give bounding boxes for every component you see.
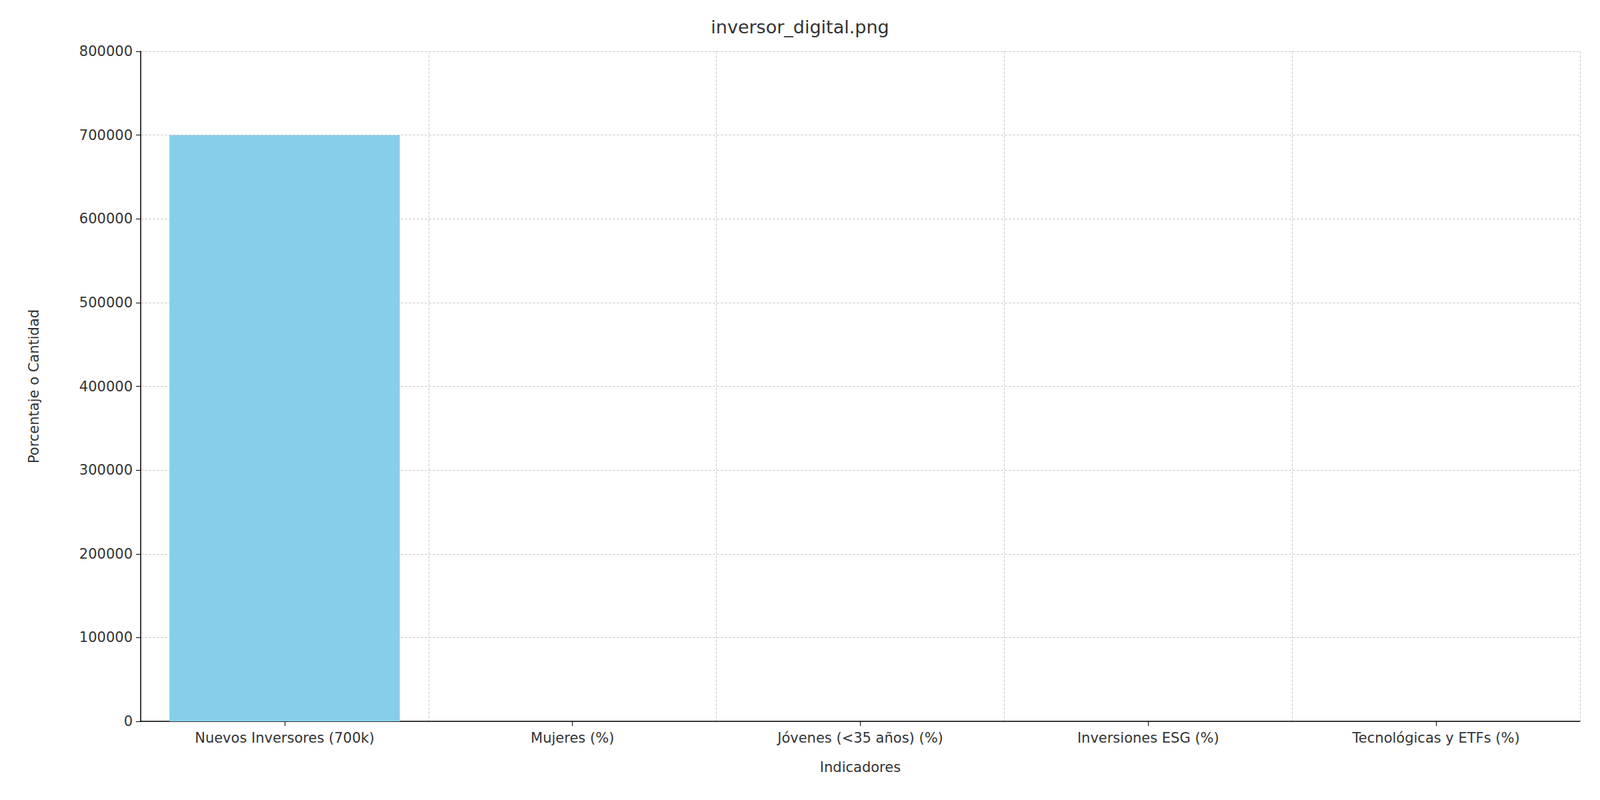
svg-text:Nuevos Inversores (700k): Nuevos Inversores (700k) xyxy=(194,730,374,746)
svg-text:200000: 200000 xyxy=(79,546,133,562)
svg-text:500000: 500000 xyxy=(79,294,133,311)
svg-text:Jóvenes (<35 años) (%): Jóvenes (<35 años) (%) xyxy=(776,730,944,746)
svg-text:0: 0 xyxy=(124,713,133,730)
svg-text:Indicadores: Indicadores xyxy=(820,759,901,776)
svg-text:Porcentaje o Cantidad: Porcentaje o Cantidad xyxy=(26,309,42,464)
svg-text:600000: 600000 xyxy=(79,210,133,227)
svg-text:700000: 700000 xyxy=(79,127,133,144)
svg-text:Mujeres (%): Mujeres (%) xyxy=(530,730,614,746)
svg-text:inversor_digital.png: inversor_digital.png xyxy=(710,16,889,38)
svg-text:Inversiones ESG (%): Inversiones ESG (%) xyxy=(1077,730,1220,746)
svg-text:400000: 400000 xyxy=(79,378,133,395)
svg-text:300000: 300000 xyxy=(79,462,133,478)
svg-text:Tecnológicas y ETFs (%): Tecnológicas y ETFs (%) xyxy=(1352,730,1520,746)
svg-text:800000: 800000 xyxy=(79,43,133,60)
svg-text:100000: 100000 xyxy=(79,629,133,646)
